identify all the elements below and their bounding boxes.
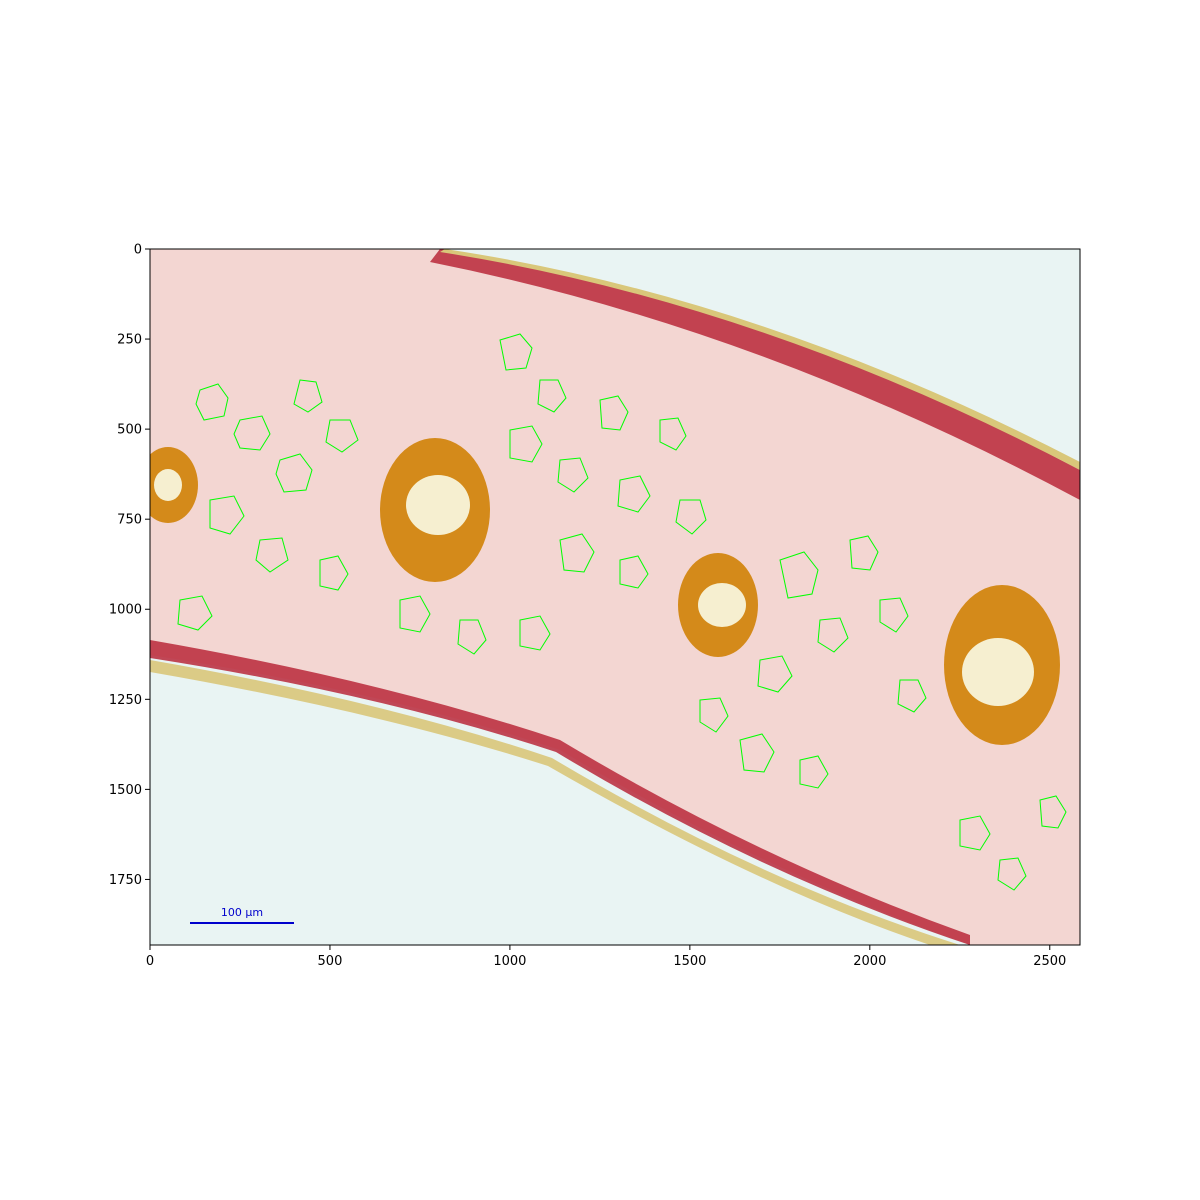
- y-axis: 0 250 500 750 1000 1250 1500 1750: [109, 243, 150, 888]
- x-tick-label: 2000: [853, 954, 886, 969]
- y-tick-label: 1250: [109, 693, 142, 708]
- y-tick-label: 250: [117, 333, 142, 348]
- x-tick-label: 1000: [493, 954, 526, 969]
- vascular-bundle-3: [678, 553, 758, 657]
- y-tick-label: 500: [117, 423, 142, 438]
- y-tick-label: 750: [117, 513, 142, 528]
- y-tick-label: 1500: [109, 783, 142, 798]
- leaf-tissue: [150, 249, 1080, 945]
- micrograph-image: [150, 249, 1080, 945]
- cell-outlines: [177, 333, 1067, 891]
- y-tick-label: 1750: [109, 873, 142, 888]
- axes-frame: [149, 248, 1081, 946]
- y-tick-label: 1000: [109, 603, 142, 618]
- x-tick-label: 500: [318, 954, 343, 969]
- lower-cuticle: [150, 660, 960, 945]
- y-tick-label: 0: [134, 243, 142, 258]
- scalebar-label: 100 µm: [221, 906, 263, 919]
- upper-epidermis: [430, 249, 1080, 500]
- scalebar: 100 µm: [190, 906, 294, 924]
- x-tick-label: 1500: [673, 954, 706, 969]
- x-tick-label: 0: [146, 954, 154, 969]
- x-tick-label: 2500: [1033, 954, 1066, 969]
- vascular-bundle-2: [380, 438, 490, 582]
- vascular-bundle-4: [944, 585, 1060, 745]
- vascular-bundle-1: [150, 447, 198, 523]
- lower-epidermis: [150, 640, 970, 945]
- x-axis: 0 500 1000 1500 2000 2500: [146, 945, 1066, 969]
